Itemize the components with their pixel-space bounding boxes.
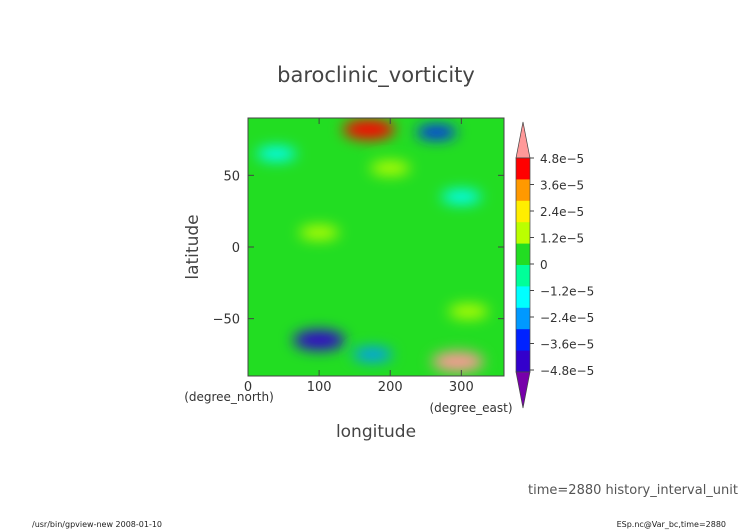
colorbar-segment <box>516 222 530 245</box>
footer-right: ESp.nc@Var_bc,time=2880 <box>616 520 726 529</box>
colorbar: 4.8e−5 3.6e−5 2.4e−5 1.2e−5 0 −1.2e−5 −2.4e−5 −… <box>515 121 594 409</box>
heatmap-cell-5 <box>370 161 411 176</box>
x-axis-label: longitude <box>336 422 416 442</box>
colorbar-segment <box>516 329 530 352</box>
y-tick-label: 50 <box>223 169 240 184</box>
heatmap-cell-4 <box>352 347 393 362</box>
colorbar-label: −4.8e−5 <box>540 364 594 378</box>
colorbar-segment <box>516 265 530 287</box>
colorbar-label: 2.4e−5 <box>540 205 584 219</box>
heatmap-cell-0 <box>342 119 395 140</box>
colorbar-extend-top <box>515 121 531 159</box>
heatmap-cell-6 <box>299 225 340 240</box>
x-tick-label: 100 <box>307 380 332 395</box>
heatmap-cell-2 <box>416 125 457 140</box>
heatmap-cell-1 <box>431 351 484 372</box>
x-axis: 0 100 200 300 <box>244 118 474 395</box>
y-axis-label: latitude <box>183 214 203 279</box>
colorbar-label: −3.6e−5 <box>540 338 594 352</box>
time-annotation: time=2880 history_interval_unit <box>528 483 738 498</box>
x-tick-label: 300 <box>449 380 474 395</box>
y-tick-label: −50 <box>213 313 240 328</box>
heatmap-cell-8 <box>256 146 297 161</box>
colorbar-segment <box>516 286 530 309</box>
colorbar-segment <box>516 158 530 180</box>
colorbar-extend-bottom <box>515 371 531 409</box>
colorbar-segment <box>516 179 530 202</box>
heatmap-cell-3 <box>293 330 346 351</box>
heatmap-cell-7 <box>448 304 489 319</box>
colorbar-label: 0 <box>540 258 548 272</box>
y-tick-label: 0 <box>232 241 240 256</box>
x-tick-label: 200 <box>378 380 403 395</box>
x-axis-unit: (degree_east) <box>429 401 512 415</box>
y-axis: 50 0 −50 <box>213 169 504 328</box>
colorbar-label: −1.2e−5 <box>540 285 594 299</box>
colorbar-label: −2.4e−5 <box>540 311 594 325</box>
heatmap-cell-9 <box>441 189 482 204</box>
footer-left: /usr/bin/gpview-new 2008-01-10 <box>32 520 163 529</box>
colorbar-label: 1.2e−5 <box>540 232 584 246</box>
chart-title: baroclinic_vorticity <box>277 63 475 88</box>
colorbar-label: 4.8e−5 <box>540 152 584 166</box>
x-tick-label: 0 <box>244 380 252 395</box>
colorbar-segment <box>516 350 530 373</box>
colorbar-label: 3.6e−5 <box>540 179 584 193</box>
plot-area <box>248 118 504 376</box>
heatmap-features <box>256 119 489 372</box>
colorbar-segment <box>516 243 530 266</box>
colorbar-segment <box>516 307 530 330</box>
colorbar-segment <box>516 200 530 223</box>
y-axis-unit: (degree_north) <box>184 390 274 404</box>
